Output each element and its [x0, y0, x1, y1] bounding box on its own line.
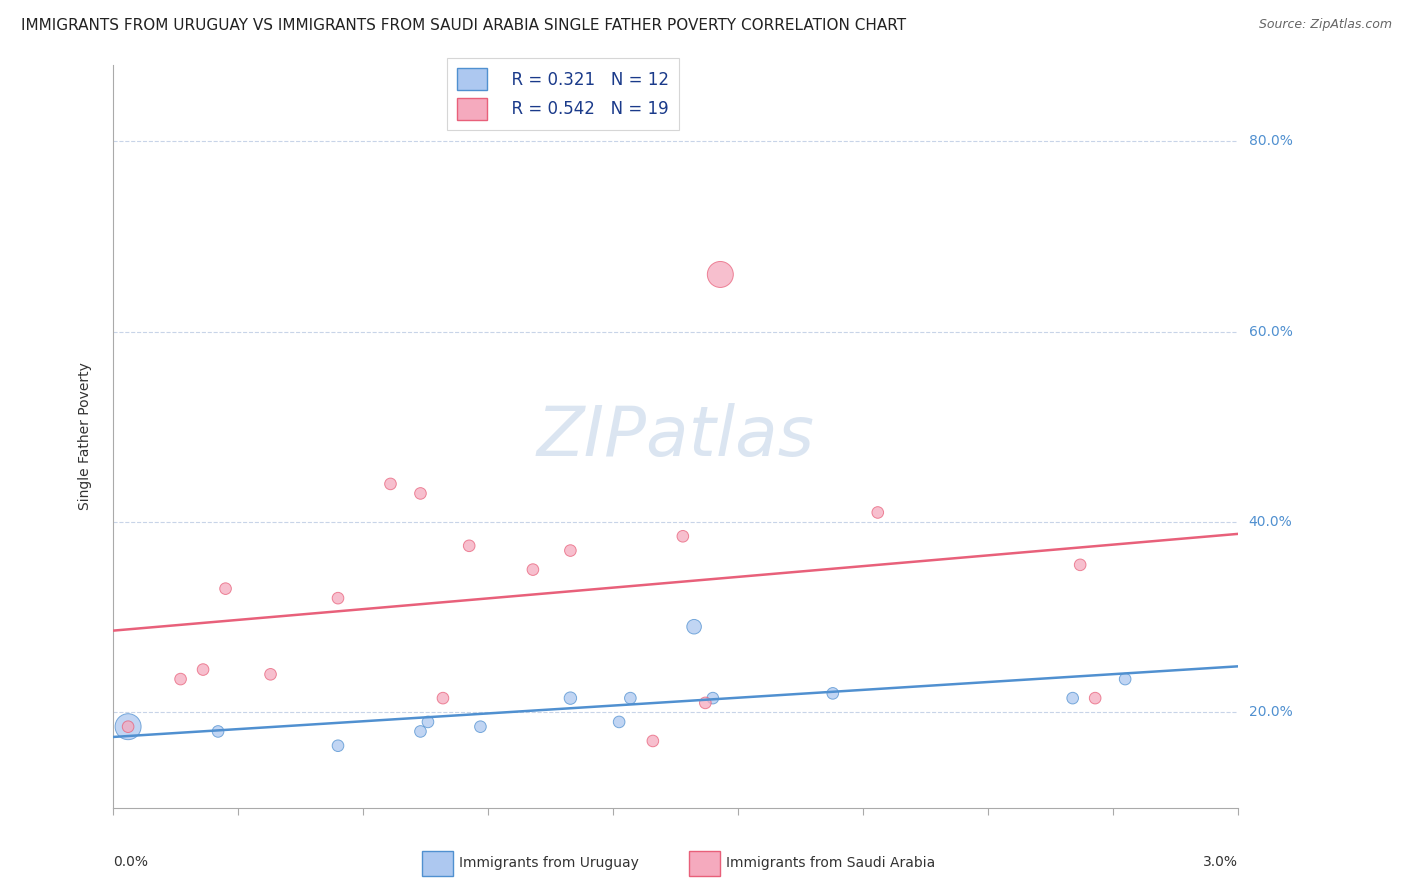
- Point: [432, 691, 454, 706]
- Point: [326, 739, 349, 753]
- Point: [672, 529, 695, 543]
- Point: [560, 691, 582, 706]
- Point: [259, 667, 281, 681]
- Point: [207, 724, 229, 739]
- Point: [1069, 558, 1091, 572]
- Point: [821, 686, 844, 700]
- Point: [191, 663, 214, 677]
- Point: [560, 543, 582, 558]
- Point: [409, 486, 432, 500]
- Point: [1084, 691, 1107, 706]
- Point: [709, 268, 731, 282]
- Point: [522, 563, 544, 577]
- Text: 20.0%: 20.0%: [1249, 706, 1292, 720]
- Text: 3.0%: 3.0%: [1202, 855, 1237, 869]
- Text: IMMIGRANTS FROM URUGUAY VS IMMIGRANTS FROM SAUDI ARABIA SINGLE FATHER POVERTY CO: IMMIGRANTS FROM URUGUAY VS IMMIGRANTS FR…: [21, 18, 907, 33]
- Point: [866, 506, 889, 520]
- Point: [416, 714, 439, 729]
- Text: ZIPatlas: ZIPatlas: [536, 403, 814, 470]
- Point: [470, 720, 492, 734]
- Point: [409, 724, 432, 739]
- Point: [214, 582, 236, 596]
- Point: [1062, 691, 1084, 706]
- Point: [641, 734, 664, 748]
- Point: [702, 691, 724, 706]
- Legend:   R = 0.321   N = 12,   R = 0.542   N = 19: R = 0.321 N = 12, R = 0.542 N = 19: [447, 59, 679, 129]
- Y-axis label: Single Father Poverty: Single Father Poverty: [79, 362, 93, 510]
- Text: 40.0%: 40.0%: [1249, 515, 1292, 529]
- Text: Source: ZipAtlas.com: Source: ZipAtlas.com: [1258, 18, 1392, 31]
- Point: [169, 672, 191, 686]
- Text: 80.0%: 80.0%: [1249, 134, 1292, 148]
- Point: [458, 539, 481, 553]
- Point: [683, 620, 706, 634]
- Point: [380, 477, 402, 491]
- Point: [607, 714, 630, 729]
- Point: [326, 591, 349, 606]
- Text: Immigrants from Uruguay: Immigrants from Uruguay: [458, 856, 638, 871]
- Text: 60.0%: 60.0%: [1249, 325, 1292, 339]
- Point: [619, 691, 641, 706]
- Point: [1114, 672, 1136, 686]
- Point: [117, 720, 139, 734]
- Point: [695, 696, 717, 710]
- Point: [117, 720, 139, 734]
- Text: 0.0%: 0.0%: [112, 855, 148, 869]
- Text: Immigrants from Saudi Arabia: Immigrants from Saudi Arabia: [725, 856, 935, 871]
